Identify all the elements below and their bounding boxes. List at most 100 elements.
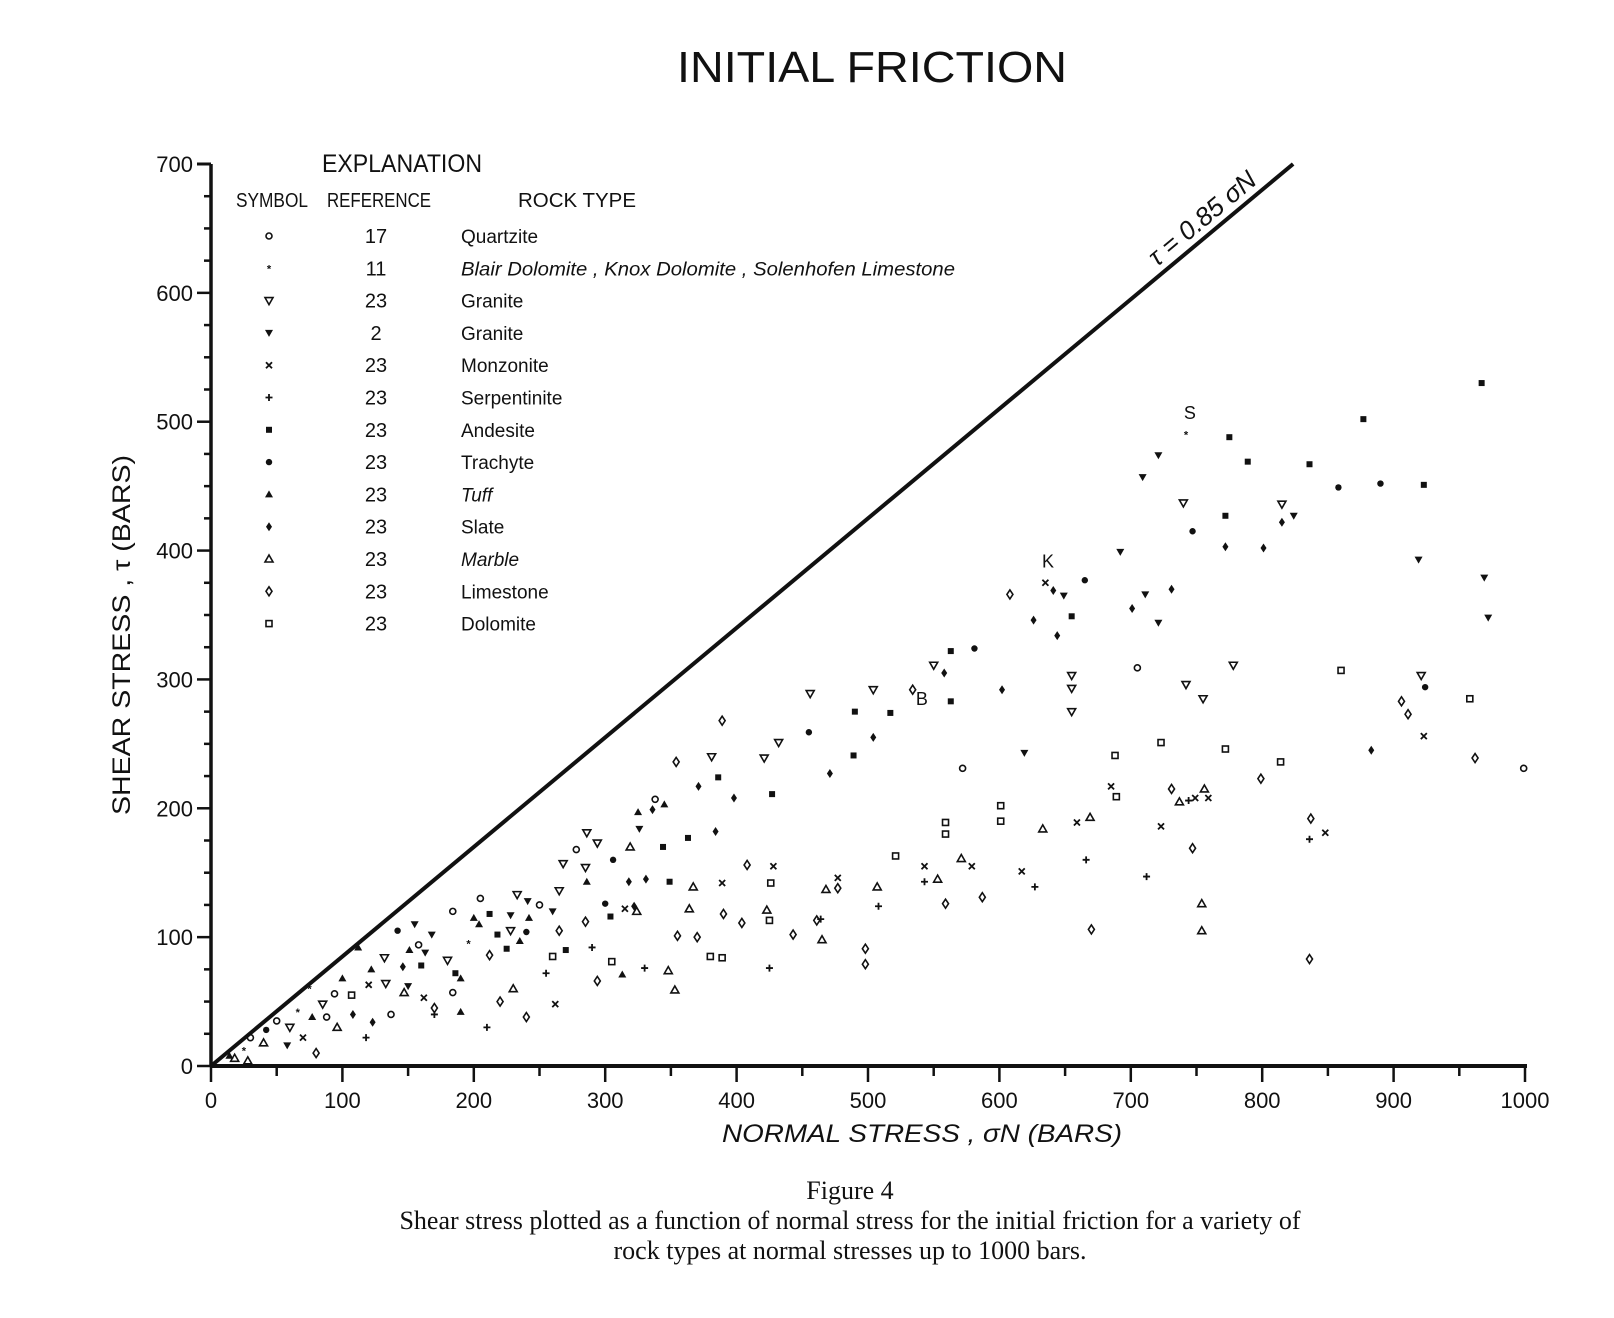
granite23-marker bbox=[928, 661, 940, 671]
legend-rock-type: Dolomite bbox=[461, 615, 536, 636]
limestone-marker bbox=[812, 914, 821, 927]
data-point-andesite bbox=[660, 843, 667, 850]
monzonite-marker bbox=[1018, 867, 1026, 876]
data-point-serpentinite bbox=[641, 964, 649, 972]
granite23-marker bbox=[1177, 499, 1189, 509]
slate-marker bbox=[1278, 517, 1285, 527]
annotation-label: B bbox=[916, 689, 928, 709]
trachyte-marker bbox=[1421, 683, 1429, 691]
data-point-andesite bbox=[1360, 416, 1367, 423]
legend-symbol-serpentinite bbox=[265, 394, 273, 401]
tuff-marker bbox=[308, 1013, 317, 1021]
data-point-tuff bbox=[308, 1013, 317, 1021]
granite23-marker bbox=[511, 890, 523, 901]
data-point-monzonite bbox=[1107, 782, 1115, 791]
data-point-monzonite bbox=[920, 862, 929, 870]
granite2-marker bbox=[635, 825, 644, 833]
limestone-marker bbox=[1188, 842, 1197, 855]
legend-entry: 23 Trachyte bbox=[265, 452, 534, 474]
data-point-slate bbox=[349, 1009, 356, 1019]
data-point-monzonite bbox=[718, 879, 726, 887]
caption-line-2: rock types at normal stresses up to 1000… bbox=[613, 1236, 1087, 1265]
data-point-limestone bbox=[737, 917, 746, 929]
serpentinite-marker bbox=[1185, 797, 1193, 805]
dolomite-marker bbox=[1157, 738, 1165, 747]
granite2-marker bbox=[1289, 512, 1298, 520]
dolomite-marker bbox=[548, 952, 557, 961]
tuff-marker bbox=[456, 974, 465, 982]
granite23-marker bbox=[867, 685, 879, 696]
figure-label: Figure 4 bbox=[806, 1176, 894, 1205]
limestone-marker bbox=[1087, 923, 1096, 936]
andesite-marker bbox=[452, 970, 459, 977]
data-point-serpentinite bbox=[483, 1023, 491, 1031]
tuff-marker bbox=[475, 920, 484, 928]
data-point-granite23 bbox=[1177, 499, 1189, 509]
data-point-monzonite bbox=[299, 1034, 307, 1042]
data-point-granite23 bbox=[1180, 680, 1192, 691]
legend-rock-type: Tuff bbox=[461, 485, 494, 506]
dolomite-marker bbox=[1221, 745, 1230, 753]
data-point-marble bbox=[1084, 811, 1096, 822]
limestone-marker bbox=[719, 908, 728, 920]
data-point-granite2 bbox=[523, 898, 532, 906]
data-point-granite23 bbox=[284, 1023, 296, 1033]
limestone-marker bbox=[1397, 695, 1406, 708]
legend-rock-type: Blair Dolomite , Knox Dolomite , Solenho… bbox=[461, 259, 955, 280]
trachyte-marker bbox=[523, 928, 530, 936]
data-point-marble bbox=[1037, 823, 1049, 833]
tuff-marker bbox=[469, 913, 478, 921]
monzonite-marker bbox=[1157, 822, 1165, 830]
blair-marker: * bbox=[267, 263, 272, 275]
data-point-serpentinite bbox=[1185, 797, 1193, 805]
data-point-tuff bbox=[634, 808, 643, 816]
limestone-marker bbox=[672, 755, 681, 768]
marble-marker bbox=[871, 881, 883, 891]
tuff-marker bbox=[524, 913, 533, 921]
monzonite-marker bbox=[920, 862, 929, 870]
monzonite-marker bbox=[718, 879, 726, 887]
limestone-marker bbox=[430, 1002, 439, 1014]
data-point-dolomite bbox=[766, 879, 775, 887]
tuff-marker bbox=[618, 970, 627, 978]
legend-header-symbol: SYMBOL bbox=[236, 190, 308, 212]
granite2-marker bbox=[421, 949, 430, 957]
quartzite-marker bbox=[476, 894, 485, 903]
trachyte-marker bbox=[1377, 480, 1384, 487]
limestone-marker bbox=[743, 859, 752, 871]
legend-header-rock-type: ROCK TYPE bbox=[518, 190, 636, 212]
quartzite-marker bbox=[387, 1010, 395, 1019]
x-tick-label: 0 bbox=[205, 1088, 217, 1113]
monzonite-marker bbox=[1041, 579, 1050, 587]
trachyte-marker bbox=[265, 458, 273, 466]
data-point-granite2 bbox=[410, 921, 419, 929]
blair-marker: * bbox=[296, 1007, 301, 1019]
granite23-marker bbox=[557, 859, 569, 870]
data-point-granite23 bbox=[379, 953, 390, 964]
data-point-granite23 bbox=[505, 926, 516, 937]
data-point-marble bbox=[331, 1021, 343, 1032]
andesite-marker bbox=[1306, 461, 1313, 468]
granite2-marker bbox=[1059, 592, 1068, 600]
andesite-marker bbox=[494, 931, 501, 938]
axes: 0 100 200 300 400 500 600 700 800 900 1000 0 100 200 3… bbox=[156, 152, 1549, 1113]
granite2-marker bbox=[548, 908, 557, 916]
data-point-slate bbox=[826, 768, 833, 778]
limestone-marker bbox=[693, 931, 702, 944]
andesite-marker bbox=[418, 962, 425, 969]
marble-marker bbox=[687, 881, 699, 891]
data-point-granite2 bbox=[421, 949, 430, 957]
data-point-granite2 bbox=[1020, 749, 1029, 757]
serpentinite-marker bbox=[1082, 856, 1090, 864]
data-point-limestone bbox=[861, 942, 870, 955]
data-point-slate bbox=[642, 874, 649, 884]
granite23-marker bbox=[1227, 661, 1239, 671]
data-point-tuff bbox=[515, 937, 524, 945]
marble-marker bbox=[263, 553, 275, 563]
legend-rock-type: Trachyte bbox=[461, 453, 534, 474]
data-point-trachyte bbox=[602, 900, 609, 907]
andesite-marker bbox=[1360, 416, 1367, 423]
data-point-limestone bbox=[693, 931, 702, 944]
data-point-marble bbox=[1174, 796, 1185, 806]
legend-reference: 17 bbox=[365, 226, 387, 248]
